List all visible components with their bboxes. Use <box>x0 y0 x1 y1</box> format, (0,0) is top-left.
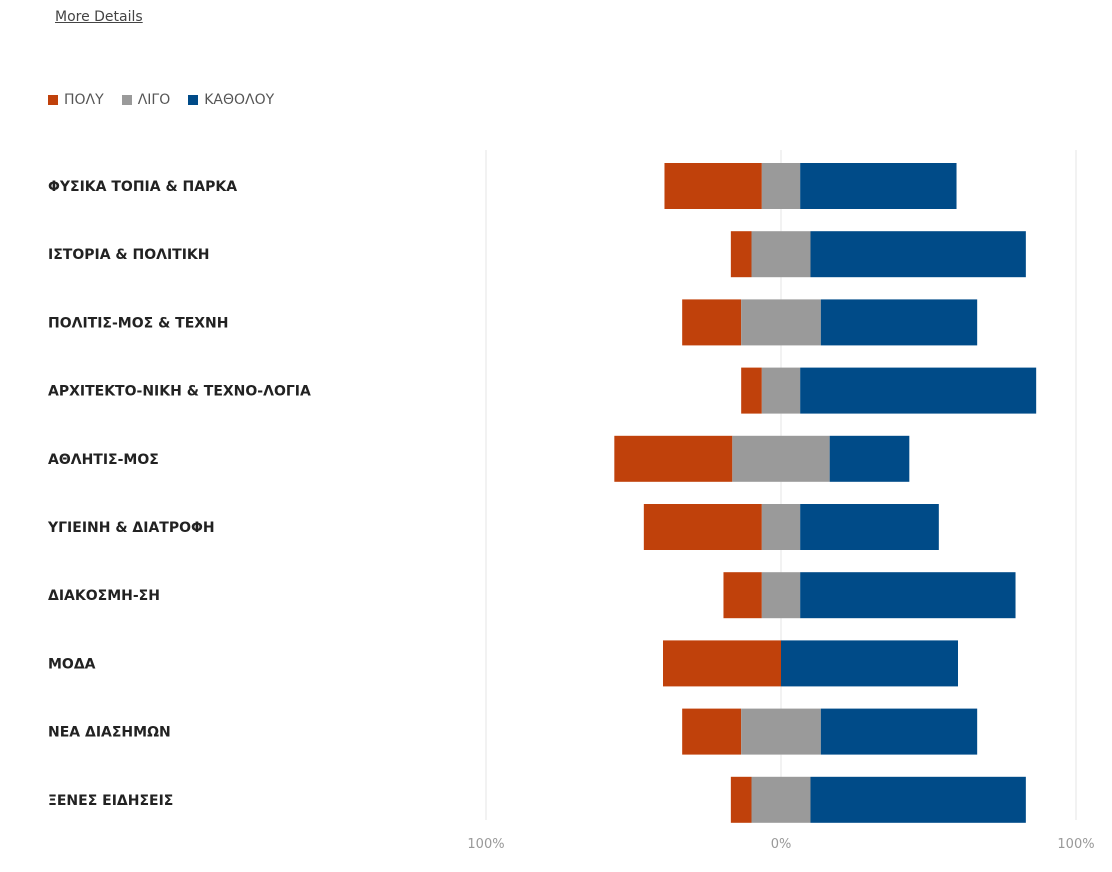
legend-item-ligo[interactable]: ΛΙΓΟ <box>121 92 171 108</box>
bar-poly <box>730 776 752 823</box>
bar-katholou <box>810 231 1026 278</box>
category-label: ΑΘΛΗΤΙΣ-ΜΟΣ <box>48 452 159 468</box>
bar-ligo <box>741 299 821 346</box>
legend-swatch-ligo <box>121 95 132 105</box>
bar-ligo <box>761 504 801 550</box>
category-label: ΑΡΧΙΤΕΚΤΟ-ΝΙΚΗ & ΤΕΧΝΟ-ΛΟΓΙΑ <box>48 384 311 400</box>
bar-katholou <box>820 299 978 346</box>
bar-katholou <box>800 504 939 550</box>
bar-poly <box>741 367 762 414</box>
category-label: ΜΟΔΑ <box>48 656 96 672</box>
bar-katholou <box>800 572 1016 619</box>
legend-label-katholou: ΚΑΘΟΛΟΥ <box>204 92 275 108</box>
bar-poly <box>723 572 762 619</box>
legend-swatch-poly <box>48 95 58 105</box>
bar-katholou <box>800 163 957 209</box>
bar-poly <box>664 163 762 209</box>
category-label: ΥΓΙΕΙΝΗ & ΔΙΑΤΡΟΦΗ <box>47 520 215 536</box>
more-details-link[interactable]: More Details <box>55 9 143 25</box>
x-tick-label-0: 100% <box>467 837 504 852</box>
bar-poly <box>682 299 742 346</box>
category-label: ΔΙΑΚΟΣΜΗ-ΣΗ <box>48 588 160 604</box>
bar-poly <box>663 640 781 687</box>
legend-item-katholou[interactable]: ΚΑΘΟΛΟΥ <box>188 92 274 108</box>
category-label: ΠΟΛΙΤΙΣ-ΜΟΣ & ΤΕΧΝΗ <box>48 315 229 331</box>
category-label: ΙΣΤΟΡΙΑ & ΠΟΛΙΤΙΚΗ <box>48 247 209 263</box>
legend-item-poly[interactable]: ΠΟΛΥ <box>48 92 104 108</box>
category-label: ΝΕΑ ΔΙΑΣΗΜΩΝ <box>48 725 171 741</box>
legend-label-ligo: ΛΙΓΟ <box>137 92 171 108</box>
bar-katholou <box>800 367 1037 414</box>
bar-katholou <box>781 640 958 687</box>
legend: ΠΟΛΥ ΛΙΓΟ ΚΑΘΟΛΟΥ <box>48 92 274 108</box>
bar-ligo <box>761 367 801 414</box>
bar-ligo <box>732 435 830 482</box>
x-tick-label-2: 100% <box>1057 837 1094 852</box>
category-label: ΦΥΣΙΚΑ ΤΟΠΙΑ & ΠΑΡΚΑ <box>48 179 237 195</box>
x-tick-label-1: 0% <box>771 837 792 852</box>
bar-ligo <box>751 231 811 278</box>
category-label: ΞΕΝΕΣ ΕΙΔΗΣΕΙΣ <box>48 793 173 809</box>
legend-label-poly: ΠΟΛΥ <box>64 92 104 108</box>
bar-ligo <box>761 572 801 619</box>
bar-katholou <box>820 708 978 755</box>
bar-katholou <box>829 435 910 482</box>
bar-poly <box>730 231 752 278</box>
bar-poly <box>643 504 762 550</box>
bar-katholou <box>810 776 1026 823</box>
bar-poly <box>682 708 742 755</box>
bar-ligo <box>761 163 801 209</box>
bar-ligo <box>741 708 821 755</box>
bar-poly <box>614 435 733 482</box>
legend-swatch-katholou <box>188 95 199 105</box>
bar-ligo <box>751 776 811 823</box>
